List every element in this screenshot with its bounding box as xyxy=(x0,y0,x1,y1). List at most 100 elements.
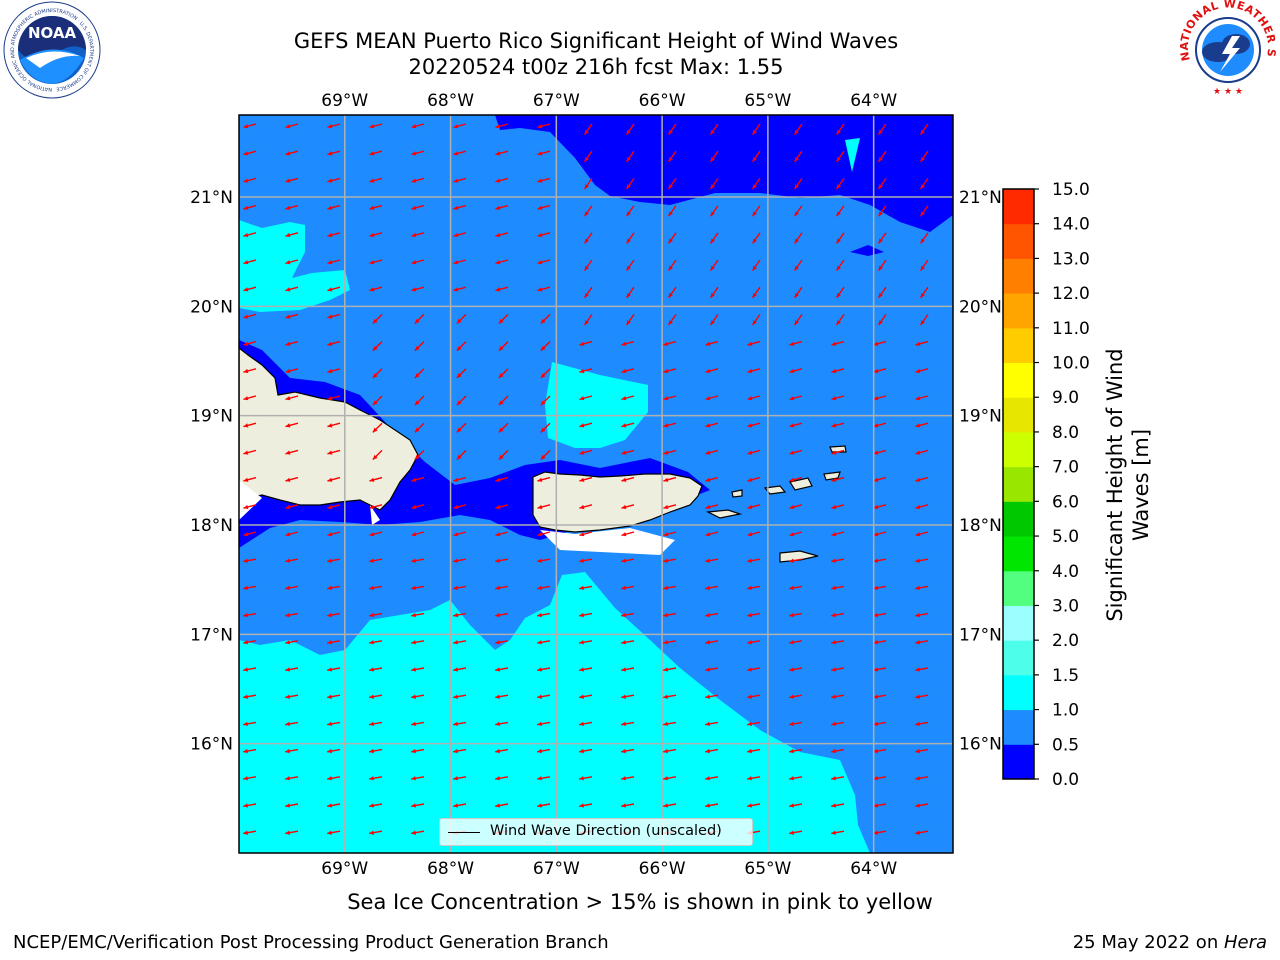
wind-wave-arrow xyxy=(709,150,719,163)
wind-wave-arrow xyxy=(540,313,551,325)
wind-wave-arrow xyxy=(537,123,551,129)
wind-wave-arrow xyxy=(705,422,719,428)
wind-wave-arrow xyxy=(793,123,803,136)
wind-wave-arrow xyxy=(495,123,509,129)
wind-wave-arrow xyxy=(456,449,467,461)
lat-tick-label-left-4: 20°N xyxy=(190,297,233,317)
wind-wave-arrow xyxy=(498,422,509,433)
wind-wave-arrow xyxy=(369,177,383,183)
lon-tick-label-bottom-5: 64°W xyxy=(850,859,897,879)
wind-wave-arrow xyxy=(411,830,425,835)
wind-wave-arrow xyxy=(873,422,887,428)
wind-wave-arrow xyxy=(285,803,299,808)
wind-wave-arrow xyxy=(667,232,677,244)
arrows xyxy=(243,123,929,835)
wind-wave-arrow xyxy=(414,422,425,433)
wind-wave-arrow xyxy=(243,558,257,563)
wind-wave-arrow xyxy=(751,232,761,244)
wind-wave-arrow xyxy=(537,612,551,618)
wind-wave-arrow xyxy=(915,395,929,401)
lon-tick-label-top-5: 64°W xyxy=(850,91,897,111)
wind-wave-arrow xyxy=(453,204,467,210)
wind-wave-arrow xyxy=(747,531,761,537)
wind-wave-arrow xyxy=(285,640,299,645)
wind-wave-arrow xyxy=(243,748,257,754)
wind-wave-arrow xyxy=(831,395,845,401)
lat-tick-label-right-3: 19°N xyxy=(959,407,1002,427)
wind-wave-arrow xyxy=(453,177,467,183)
wind-wave-arrow xyxy=(456,341,467,352)
wind-wave-arrow xyxy=(915,694,929,699)
wind-wave-arrow xyxy=(747,612,761,618)
wind-wave-arrow xyxy=(285,612,299,618)
wind-wave-arrow xyxy=(747,585,761,591)
wind-wave-arrow xyxy=(709,232,719,244)
wind-wave-arrow xyxy=(411,694,425,699)
noaa-logo: NOAA NATIONAL OCEANIC AND ATMOSPHERIC AD… xyxy=(3,1,101,99)
wind-wave-arrow xyxy=(414,395,425,406)
wind-wave-arrow xyxy=(327,177,341,183)
wind-wave-arrow xyxy=(583,259,593,272)
wind-wave-arrow xyxy=(540,368,551,379)
wind-wave-arrow xyxy=(663,476,677,482)
colorbar-swatch-9 xyxy=(1003,431,1034,468)
wind-wave-arrow xyxy=(877,205,887,217)
wind-wave-arrow xyxy=(831,476,845,482)
wind-wave-arrow xyxy=(456,422,467,433)
wind-wave-arrow xyxy=(540,449,551,461)
lon-tick-label-top-0: 69°W xyxy=(321,91,368,111)
wind-wave-arrow xyxy=(411,476,425,482)
wind-wave-arrow xyxy=(709,259,719,272)
wind-wave-arrow xyxy=(327,585,341,591)
wind-wave-arrow xyxy=(285,776,299,781)
wind-wave-arrow xyxy=(495,476,509,482)
wind-wave-arrow xyxy=(537,721,551,727)
wind-wave-arrow xyxy=(831,612,845,618)
wind-wave-arrow xyxy=(327,558,341,563)
wind-wave-arrow xyxy=(705,368,719,374)
wind-wave-arrow xyxy=(453,803,467,808)
wind-wave-arrow xyxy=(915,368,929,374)
hispaniola xyxy=(239,347,419,511)
wind-wave-arrow xyxy=(625,259,635,272)
wind-wave-arrow xyxy=(873,504,887,510)
wind-wave-arrow xyxy=(327,694,341,699)
wind-wave-arrow xyxy=(453,667,467,672)
map-legend: Wind Wave Direction (unscaled) xyxy=(439,818,753,846)
wind-wave-arrow xyxy=(709,313,719,326)
wind-wave-arrow xyxy=(621,748,635,754)
wind-wave-arrow xyxy=(793,177,803,190)
wind-wave-arrow xyxy=(243,803,257,808)
wind-wave-arrow xyxy=(747,776,761,781)
wind-wave-arrow xyxy=(915,612,929,618)
colorbar-tick-label-15: 13.0 xyxy=(1052,249,1090,269)
virgin-islands-4 xyxy=(789,477,813,491)
wind-wave-arrow xyxy=(831,748,845,754)
sea-ice-note: Sea Ice Concentration > 15% is shown in … xyxy=(347,890,933,914)
wind-wave-arrow xyxy=(414,341,425,352)
wind-wave-arrow xyxy=(579,395,593,401)
wind-wave-arrow xyxy=(793,150,803,163)
wind-wave-arrow xyxy=(369,476,383,482)
wind-wave-arrow xyxy=(369,776,383,781)
wind-wave-arrow xyxy=(919,177,929,190)
wind-wave-arrow xyxy=(285,286,299,292)
wind-wave-arrow xyxy=(667,259,677,272)
wind-wave-arrow xyxy=(495,531,509,537)
wind-wave-arrow xyxy=(583,177,593,190)
wind-wave-arrow xyxy=(915,585,929,591)
wind-wave-arrow xyxy=(663,395,677,401)
wind-wave-arrow xyxy=(414,368,425,379)
wind-wave-arrow xyxy=(285,368,299,374)
wind-wave-arrow xyxy=(285,422,299,428)
wind-wave-arrow xyxy=(877,286,887,299)
wind-wave-arrow xyxy=(537,259,551,265)
wind-wave-arrow xyxy=(747,395,761,401)
wind-wave-arrow xyxy=(747,721,761,727)
colorbar-swatch-5 xyxy=(1003,570,1034,606)
colorbar-swatch-16 xyxy=(1003,189,1034,225)
lon-tick-label-top-2: 67°W xyxy=(533,91,580,111)
wind-wave-arrow xyxy=(789,476,803,482)
wind-wave-arrow xyxy=(705,748,719,754)
lat-tick-label-left-2: 18°N xyxy=(190,516,233,536)
